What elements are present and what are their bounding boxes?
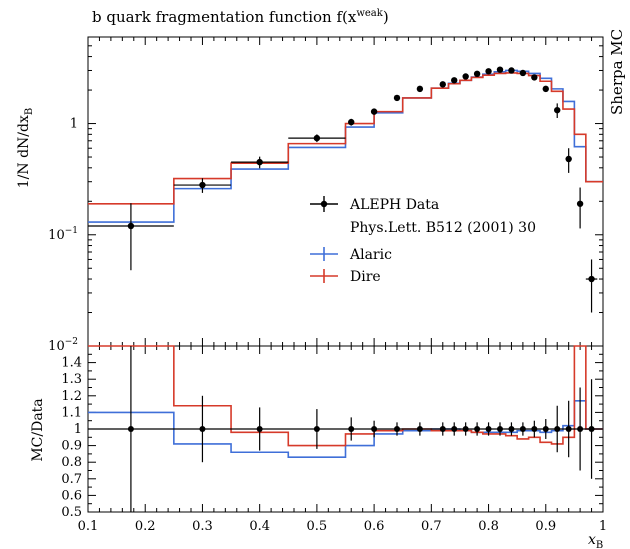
- ratio-panel: 0.1 0.2 0.3 0.4 0.5 0.6 0.7 0.8 0.9 10.50.60.70.8…: [61, 345, 607, 534]
- ratio-data-point: [127, 426, 134, 432]
- data-point: [554, 106, 561, 114]
- main-y-tick-label: 10−1: [48, 226, 78, 243]
- x-tick-label: 1: [599, 519, 607, 534]
- main-y-tick-label: 1: [70, 117, 78, 132]
- legend: ALEPH Data Phys.Lett. B512 (2001) 30 Alari…: [310, 196, 536, 285]
- ratio-y-axis-label: MC/Data: [30, 398, 46, 461]
- ratio-y-tick-label: 0.8: [61, 455, 82, 470]
- x-tick-label: 0.9: [535, 519, 556, 534]
- data-point: [508, 67, 515, 74]
- data-point: [542, 85, 549, 93]
- ratio-data-point: [508, 426, 515, 432]
- data-point: [576, 200, 584, 207]
- legend-marker-data-dot: [320, 200, 328, 208]
- main-series-alaric: [88, 69, 603, 223]
- ratio-data-point: [485, 426, 492, 432]
- ratio-data-point: [565, 426, 572, 432]
- generator-side-label: Sherpa MC: [608, 29, 626, 115]
- x-tick-label: 0.7: [421, 519, 442, 534]
- x-tick-label: 0.6: [364, 519, 385, 534]
- data-point: [531, 74, 538, 81]
- x-tick-label: 0.2: [135, 519, 156, 534]
- data-point: [348, 118, 355, 126]
- ratio-data-point: [451, 426, 458, 432]
- data-point: [473, 70, 481, 78]
- data-point: [416, 85, 424, 93]
- data-point: [496, 66, 504, 73]
- ratio-y-tick-label: 1: [74, 422, 82, 437]
- ratio-y-tick-label: 0.7: [61, 472, 82, 487]
- ratio-data-point: [371, 426, 378, 432]
- data-point: [313, 134, 321, 142]
- data-point: [127, 222, 135, 230]
- ratio-data-point: [497, 426, 503, 432]
- ratio-data-point: [531, 426, 538, 432]
- ratio-data-point: [256, 426, 263, 432]
- main-panel: 1 10−1 10−2: [48, 36, 604, 354]
- ratio-data-point: [588, 426, 595, 432]
- main-frame: [87, 36, 604, 347]
- ratio-y-tick-label: 1.3: [61, 372, 82, 387]
- main-y-tick-label: 10−2: [48, 337, 78, 354]
- ratio-y-tick-label: 1.4: [61, 356, 82, 371]
- x-tick-label: 0.4: [249, 519, 270, 534]
- data-point: [588, 275, 595, 283]
- ratio-data-point: [394, 426, 400, 432]
- x-tick-label: 0.5: [307, 519, 328, 534]
- ratio-data-point: [474, 426, 481, 432]
- ratio-y-tick-label: 0.9: [61, 439, 82, 454]
- data-point: [485, 68, 492, 75]
- ratio-data-point: [416, 426, 423, 432]
- ratio-y-tick-label: 1.2: [61, 389, 82, 404]
- ratio-y-tick-label: 0.5: [61, 505, 82, 520]
- ratio-data-point: [577, 426, 584, 432]
- x-axis-label: xB: [588, 532, 603, 549]
- ratio-data-point: [199, 426, 206, 432]
- ratio-data-point: [313, 426, 320, 432]
- data-point: [462, 73, 469, 80]
- ratio-y-tick-label: 0.6: [61, 488, 82, 503]
- data-point: [439, 81, 446, 88]
- data-point: [370, 108, 378, 115]
- data-point: [393, 94, 401, 102]
- ratio-data-point: [348, 426, 355, 432]
- x-tick-label: 0.3: [192, 519, 213, 534]
- main-series-dire: [88, 72, 603, 205]
- ratio-y-tick-label: 1.1: [61, 405, 82, 420]
- legend-label-alaric: Alaric: [349, 247, 392, 263]
- legend-label-data: ALEPH Data: [349, 197, 439, 213]
- x-tick-label: 0.8: [478, 519, 499, 534]
- ratio-series-dire: [88, 345, 603, 447]
- data-point: [256, 158, 263, 166]
- chart-title: b quark fragmentation function f(xweak): [92, 8, 389, 26]
- data-point: [565, 155, 572, 163]
- ratio-data-point: [554, 426, 561, 432]
- legend-label-dire: Dire: [350, 269, 381, 285]
- ratio-data-point: [439, 426, 446, 432]
- ratio-data-point: [462, 426, 469, 432]
- ratio-data-point: [542, 426, 549, 432]
- data-point: [519, 69, 527, 77]
- data-point: [451, 77, 458, 84]
- data-point: [199, 181, 206, 189]
- ratio-data-point: [519, 426, 526, 432]
- legend-label-reference: Phys.Lett. B512 (2001) 30: [350, 220, 536, 236]
- x-tick-label: 0.1: [78, 519, 99, 534]
- main-y-axis-label: 1/N dN/dxB: [16, 108, 35, 188]
